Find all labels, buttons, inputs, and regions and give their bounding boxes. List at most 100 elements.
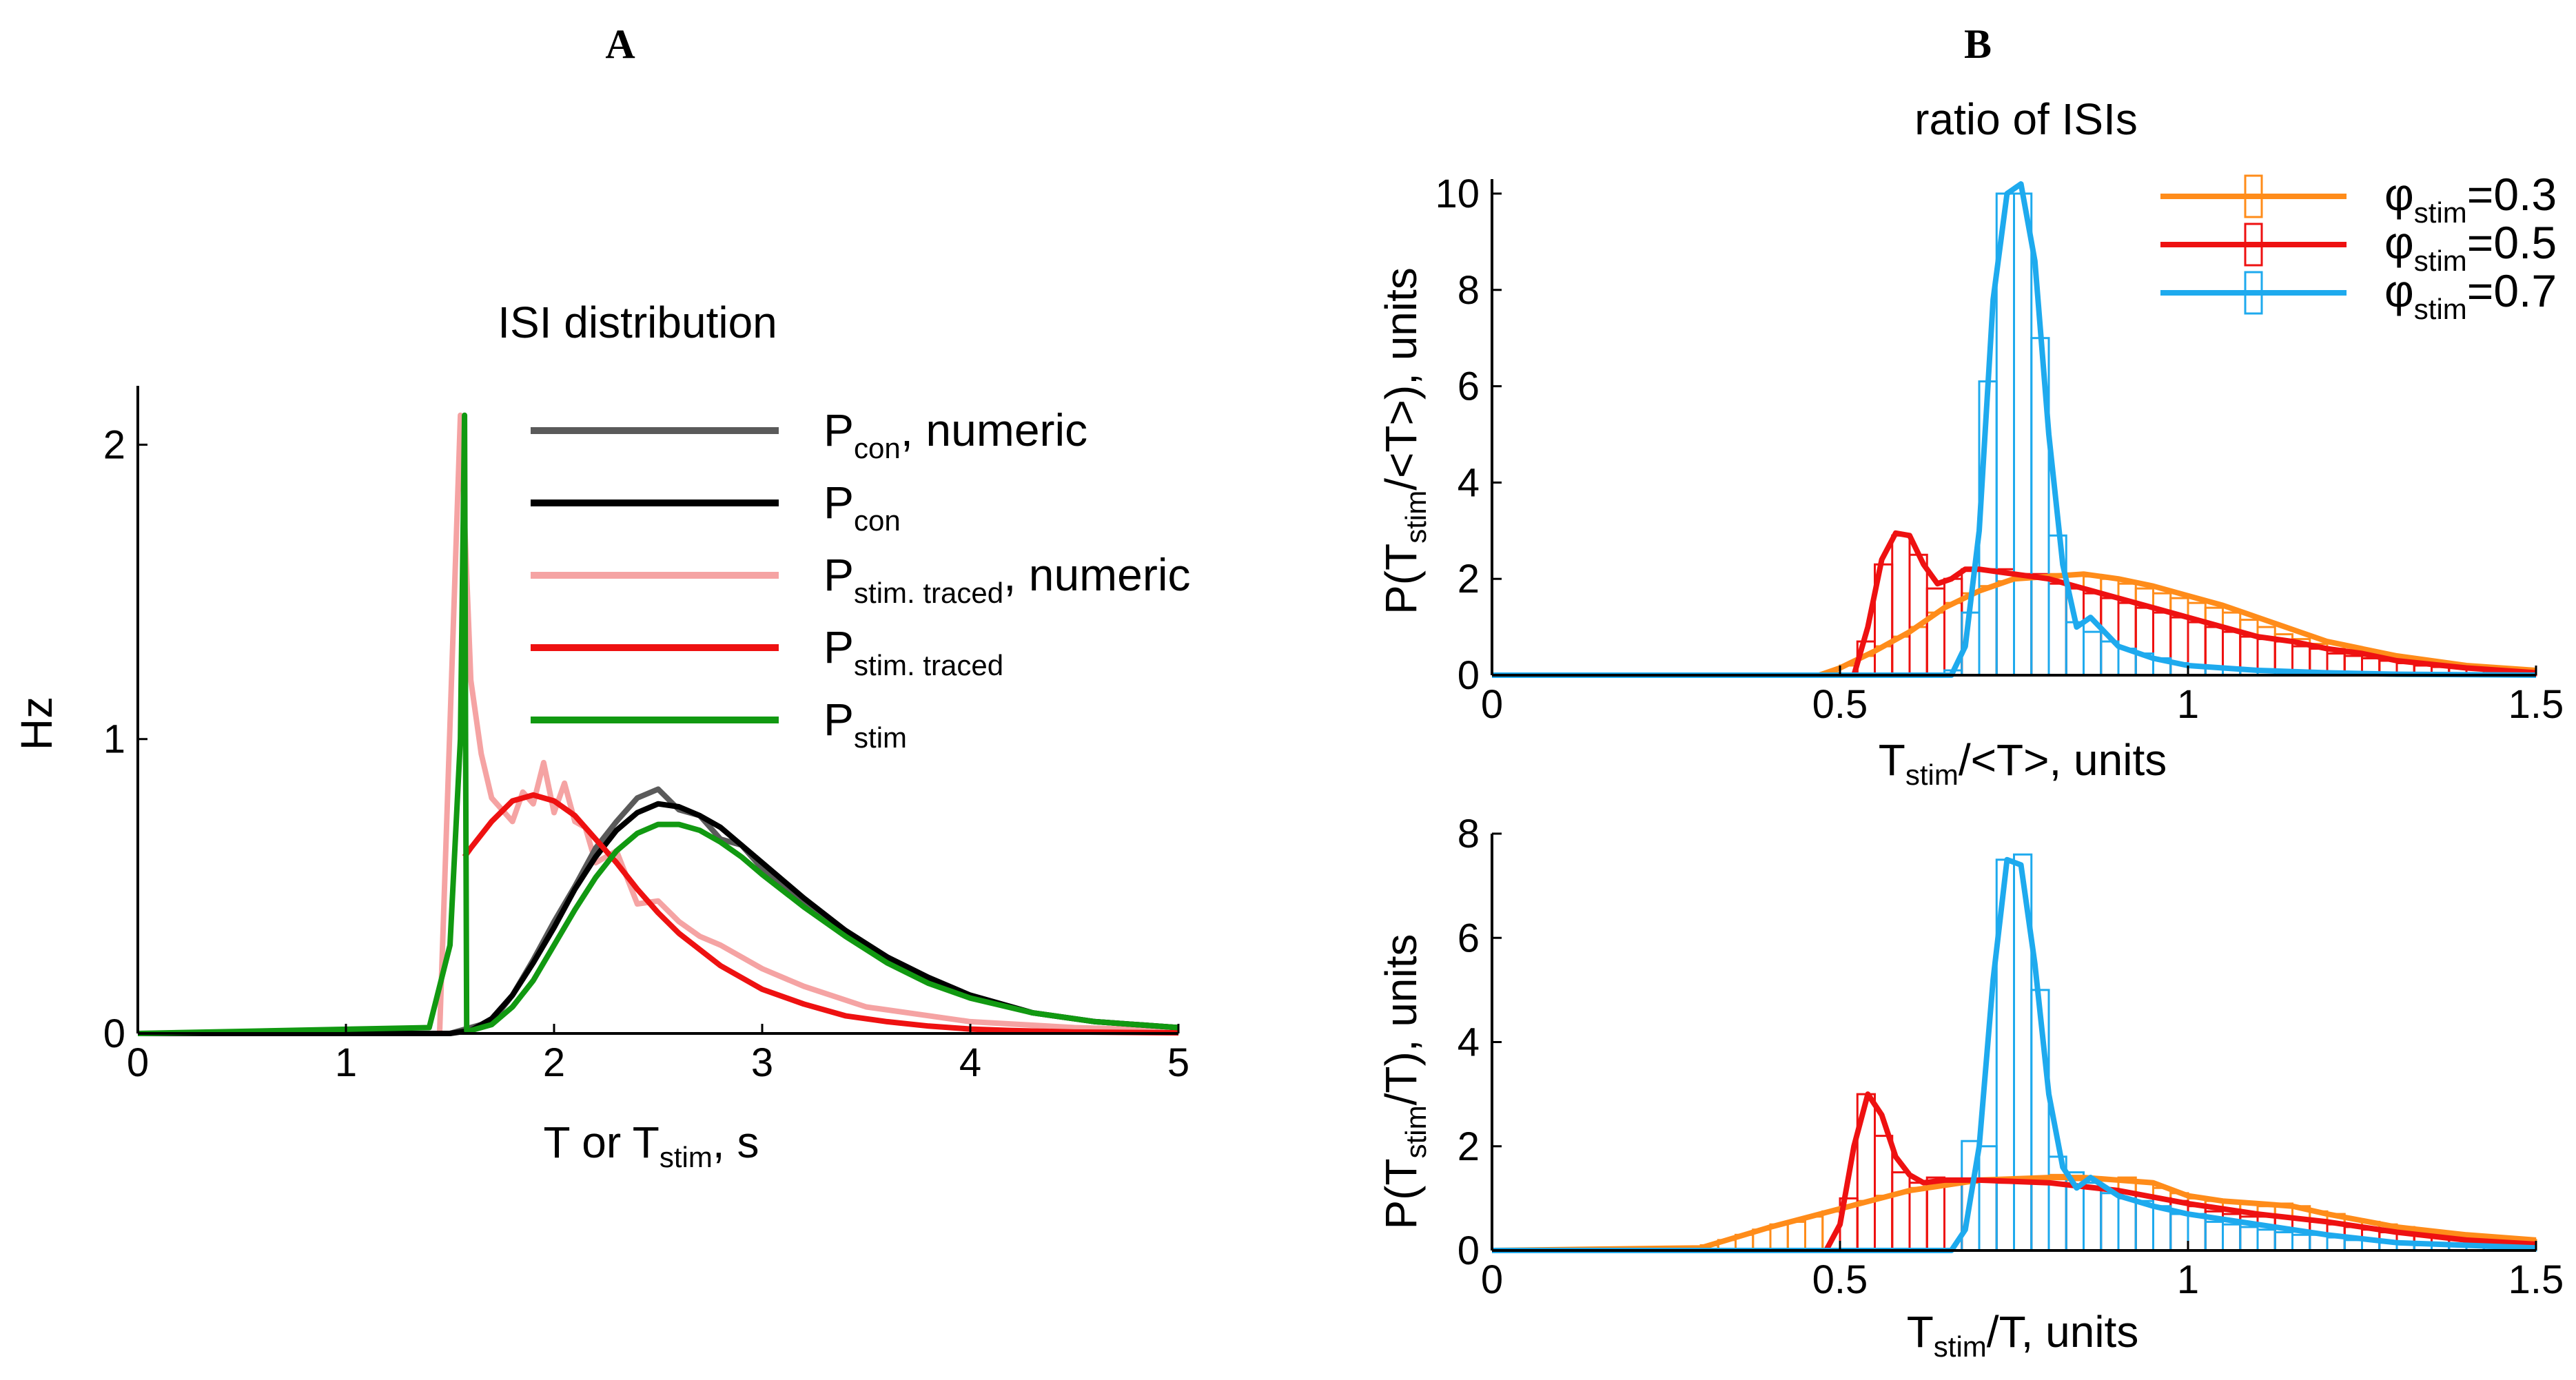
chart-a-ylabel: Hz bbox=[12, 697, 61, 750]
x-tick-label: 0 bbox=[1481, 682, 1503, 727]
bar bbox=[1995, 1179, 2015, 1252]
bar bbox=[1925, 587, 1945, 677]
bar bbox=[2083, 1182, 2103, 1252]
y-tick-label: 2 bbox=[1458, 1124, 1480, 1169]
bar bbox=[2013, 573, 2033, 677]
bar bbox=[2013, 1176, 2033, 1252]
ratio-isis-chart: 0 0.5 1 1.5 0 2 4 6 8 P(Tstim/T), units Tstim/T,… bbox=[1376, 812, 2564, 1363]
x-tick-label: 4 bbox=[959, 1040, 981, 1085]
series-line-3 bbox=[462, 792, 1179, 1036]
bar bbox=[2187, 1213, 2207, 1252]
bar bbox=[1925, 1184, 1945, 1252]
bar bbox=[1995, 580, 2015, 677]
bar bbox=[2083, 1182, 2103, 1252]
bar bbox=[2047, 1182, 2067, 1252]
y-tick-label: 6 bbox=[1458, 364, 1480, 409]
bar bbox=[1908, 626, 1928, 677]
legend-label: φstim=0.5 bbox=[2384, 217, 2557, 277]
legend-bar-marker bbox=[2244, 174, 2263, 218]
bar bbox=[2013, 192, 2033, 677]
bar bbox=[1891, 1171, 1911, 1252]
bar bbox=[2239, 1226, 2259, 1252]
bar bbox=[2117, 601, 2137, 677]
x-tick-label: 5 bbox=[1167, 1040, 1189, 1085]
series-curve-0 bbox=[1492, 571, 2537, 678]
bar bbox=[2169, 1213, 2189, 1252]
bar bbox=[2117, 1197, 2137, 1252]
bar bbox=[1786, 1220, 1806, 1252]
series-curve-2 bbox=[1492, 856, 2537, 1253]
bar bbox=[1908, 553, 1928, 677]
legend-label: Pstim. traced, numeric bbox=[824, 549, 1191, 609]
bar bbox=[2083, 592, 2103, 677]
legend-label: φstim=0.3 bbox=[2384, 169, 2557, 229]
bar bbox=[1995, 1182, 2015, 1252]
bar bbox=[1908, 1186, 1928, 1252]
bar bbox=[2222, 1223, 2242, 1252]
y-tick-label: 2 bbox=[103, 422, 125, 467]
bar bbox=[2030, 575, 2050, 677]
series-curve-1 bbox=[1492, 530, 2537, 678]
chart-a-legend: Pcon, numeric Pcon Pstim. traced, numeric P… bbox=[531, 404, 1191, 754]
bar bbox=[2047, 573, 2067, 677]
bar bbox=[2291, 1233, 2311, 1252]
y-tick-label: 0 bbox=[1458, 653, 1480, 698]
chart-a-title: ISI distribution bbox=[498, 298, 777, 347]
ratio-isis-mean-chart: ratio of ISIs 0 0.5 1 1.5 0 2 4 6 8 10 P(Tstim/<T… bbox=[1376, 94, 2564, 791]
series-curve-0 bbox=[1491, 1175, 2537, 1253]
bar bbox=[2256, 1228, 2276, 1252]
legend-bar-marker bbox=[2244, 223, 2263, 267]
chart-b-top-ticks: 0 0.5 1 1.5 0 2 4 6 8 10 bbox=[1435, 172, 2564, 727]
series-curve-1 bbox=[1492, 1091, 2537, 1253]
chart-b-bottom-ylabel: P(Tstim/T), units bbox=[1376, 934, 1432, 1229]
bar bbox=[2152, 611, 2172, 677]
legend-label: Pcon, numeric bbox=[824, 404, 1087, 464]
bar bbox=[1978, 1179, 1998, 1252]
bar bbox=[2030, 573, 2050, 677]
bar bbox=[2100, 1189, 2120, 1252]
bar bbox=[2013, 577, 2033, 677]
legend-label: φstim=0.7 bbox=[2384, 265, 2557, 325]
y-tick-label: 0 bbox=[103, 1011, 125, 1056]
bar bbox=[2256, 1215, 2276, 1252]
series-curve-2 bbox=[1492, 181, 2537, 678]
series-line-4 bbox=[137, 412, 1179, 1036]
chart-a-plot-area bbox=[137, 412, 1179, 1036]
bar bbox=[2065, 1179, 2085, 1252]
bar bbox=[1804, 1215, 1824, 1252]
series-line-2 bbox=[138, 412, 1179, 1036]
bar bbox=[2343, 1239, 2363, 1252]
bar bbox=[2030, 1179, 2050, 1252]
y-tick-label: 8 bbox=[1458, 812, 1480, 856]
bar bbox=[2134, 1199, 2154, 1252]
x-tick-label: 1.5 bbox=[2508, 682, 2564, 727]
x-tick-label: 1 bbox=[2177, 1257, 2199, 1302]
y-tick-label: 6 bbox=[1458, 916, 1480, 960]
chart-b-title: ratio of ISIs bbox=[1914, 94, 2138, 144]
legend-label: Pcon bbox=[824, 477, 901, 537]
series-line-1 bbox=[138, 801, 1179, 1036]
bar bbox=[2326, 1236, 2346, 1252]
bar bbox=[2152, 1205, 2172, 1252]
bar bbox=[2065, 621, 2085, 677]
bar bbox=[2083, 1186, 2103, 1252]
chart-a-xlabel: T or Tstim, s bbox=[544, 1118, 759, 1173]
bar bbox=[2273, 1231, 2293, 1252]
bar bbox=[2065, 1184, 2085, 1252]
x-tick-label: 1 bbox=[335, 1040, 357, 1085]
bar bbox=[2030, 1179, 2050, 1252]
bar bbox=[2047, 582, 2067, 677]
bar bbox=[1978, 1179, 1998, 1252]
y-tick-label: 0 bbox=[1458, 1228, 1480, 1273]
panel-letter-a: A bbox=[605, 21, 635, 67]
x-tick-label: 0 bbox=[1481, 1257, 1503, 1302]
x-tick-label: 0.5 bbox=[1812, 682, 1868, 727]
bar bbox=[1874, 1195, 1894, 1252]
chart-b-top-plot-area bbox=[1492, 181, 2537, 678]
legend-bar-marker bbox=[2244, 271, 2263, 315]
isi-distribution-chart: ISI distribution 0 1 2 3 4 5 0 1 2 Hz T or Tstim… bbox=[12, 298, 1191, 1173]
bar bbox=[1978, 1145, 1998, 1252]
x-tick-label: 1 bbox=[2177, 682, 2199, 727]
